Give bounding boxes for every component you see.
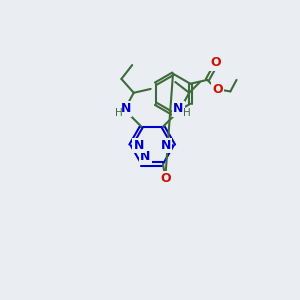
Text: N: N: [173, 103, 184, 116]
Text: H: H: [115, 108, 123, 118]
Text: N: N: [160, 139, 171, 152]
Text: O: O: [160, 172, 171, 185]
Text: O: O: [210, 56, 221, 69]
Text: O: O: [212, 83, 223, 96]
Text: N: N: [140, 150, 151, 164]
Text: N: N: [134, 139, 144, 152]
Text: N: N: [121, 103, 131, 116]
Text: H: H: [183, 108, 191, 118]
